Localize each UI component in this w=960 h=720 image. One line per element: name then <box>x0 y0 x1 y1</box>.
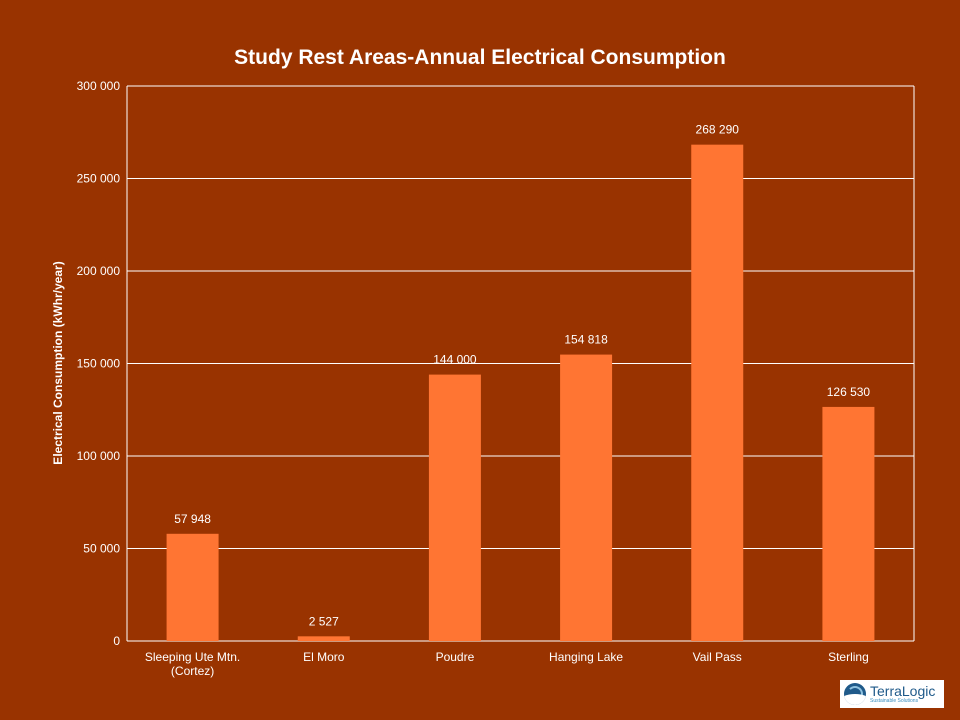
bar <box>822 406 875 641</box>
gridlines <box>126 85 915 642</box>
y-tick-label: 150 000 <box>77 357 121 371</box>
chart-title: Study Rest Areas-Annual Electrical Consu… <box>234 46 726 69</box>
bars <box>166 144 875 641</box>
category-label: (Cortez) <box>171 664 214 678</box>
y-tick-label: 0 <box>113 634 120 648</box>
logo-tagline: Sustainable Solutions <box>870 698 919 704</box>
bar <box>560 354 613 641</box>
y-tick-label: 300 000 <box>77 79 121 93</box>
data-label: 154 818 <box>564 333 608 347</box>
y-tick-label: 200 000 <box>77 264 121 278</box>
logo-name: TerraLogic <box>870 683 936 699</box>
bar <box>691 144 744 641</box>
data-label: 144 000 <box>433 353 477 367</box>
bar <box>166 533 219 641</box>
category-label: El Moro <box>303 650 345 664</box>
category-label: Hanging Lake <box>549 650 623 664</box>
data-labels: 57 948 2 527 144 000 154 818 268 290 126 530 <box>174 123 870 629</box>
data-label: 126 530 <box>827 385 871 399</box>
category-label: Sterling <box>828 650 869 664</box>
data-label: 57 948 <box>174 512 211 526</box>
category-labels: Sleeping Ute Mtn.(Cortez) El Moro Poudre Ha… <box>145 650 869 678</box>
category-label: Vail Pass <box>693 650 742 664</box>
y-tick-label: 250 000 <box>77 172 121 186</box>
data-label: 2 527 <box>309 614 339 628</box>
bar <box>428 374 481 641</box>
category-label: Sleeping Ute Mtn. <box>145 650 240 664</box>
bar <box>297 636 350 641</box>
y-tick-label: 50 000 <box>83 542 120 556</box>
y-axis-title: Electrical Consumption (kWhr/year) <box>51 261 65 464</box>
data-label: 268 290 <box>696 123 740 137</box>
category-label: Poudre <box>436 650 475 664</box>
y-tick-labels: 0 50 000 100 000 150 000 200 000 250 000 300 0… <box>77 79 121 648</box>
terralogic-logo: TerraLogic Sustainable Solutions <box>840 680 944 708</box>
y-tick-label: 100 000 <box>77 449 121 463</box>
wave-logo-icon <box>844 683 866 705</box>
